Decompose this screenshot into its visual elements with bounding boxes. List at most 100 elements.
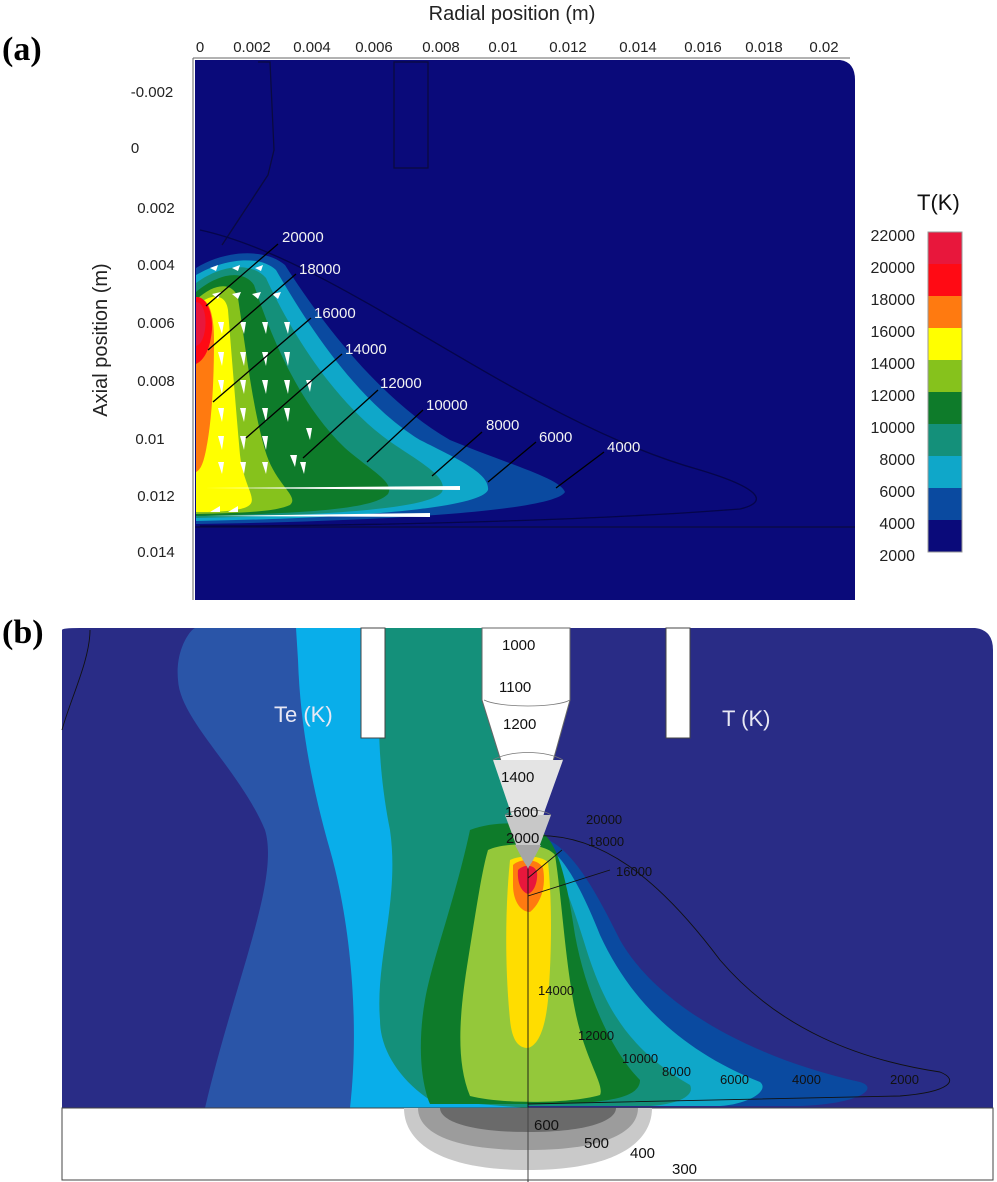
colorbar-label: 10000 xyxy=(871,420,916,437)
nozzle-wall-left xyxy=(360,627,386,739)
colorbar-swatch xyxy=(928,296,962,328)
y-tick-label: -0.002 xyxy=(131,84,174,101)
isotherm-label: 4000 xyxy=(607,439,640,456)
isotherm-label: 12000 xyxy=(578,1028,614,1043)
isotherm-label: 14000 xyxy=(538,983,574,998)
isotherm-label: 4000 xyxy=(792,1072,821,1087)
x-tick-label: 0.004 xyxy=(293,39,331,56)
panel-b: (b) xyxy=(2,614,994,1182)
isotherm-label: 6000 xyxy=(539,429,572,446)
x-tick-label: 0.008 xyxy=(422,39,460,56)
electrode-label: 1000 xyxy=(502,637,535,654)
colorbar-label: 4000 xyxy=(879,516,915,533)
isotherm-labels-b: 20000 18000 16000 14000 12000 10000 8000… xyxy=(538,812,919,1087)
colorbar-label: 20000 xyxy=(871,260,916,277)
electrode-label: 2000 xyxy=(506,830,539,847)
isotherm-label: 18000 xyxy=(299,261,341,278)
x-tick-label: 0.012 xyxy=(549,39,587,56)
electrode-label: 1200 xyxy=(503,716,536,733)
isotherm-label: 16000 xyxy=(616,864,652,879)
colorbar-label: 22000 xyxy=(871,228,916,245)
workpiece-label: 500 xyxy=(584,1135,609,1152)
contour-20000 xyxy=(196,302,206,346)
x-tick-label: 0.014 xyxy=(619,39,657,56)
colorbar-swatch xyxy=(928,360,962,392)
colorbar-swatch xyxy=(928,392,962,424)
isotherm-label: 14000 xyxy=(345,341,387,358)
colorbar-label: 8000 xyxy=(879,452,915,469)
electrode-label: 1100 xyxy=(499,679,531,696)
t-title: T (K) xyxy=(722,706,770,731)
colorbar-label: 18000 xyxy=(871,292,916,309)
t-plume-yellow xyxy=(506,856,551,1048)
axis-ticks xyxy=(192,57,850,600)
colorbar-labels: 22000 20000 18000 16000 14000 12000 10000 8000 6… xyxy=(871,228,916,565)
te-title: Te (K) xyxy=(274,702,333,727)
velocity-arrows xyxy=(205,265,460,517)
x-axis-title: Radial position (m) xyxy=(429,3,596,25)
x-tick-label: 0.002 xyxy=(233,39,271,56)
t-plume-red xyxy=(517,865,538,894)
x-tick-label: 0 xyxy=(196,39,204,56)
workpiece-label: 300 xyxy=(672,1161,697,1178)
y-tick-label: 0.008 xyxy=(137,373,175,390)
colorbar-swatch xyxy=(928,424,962,456)
y-axis-title: Axial position (m) xyxy=(90,263,112,416)
y-tick-label: 0.012 xyxy=(137,488,175,505)
x-tick-labels: 0 0.002 0.004 0.006 0.008 0.01 0.012 0.0… xyxy=(196,39,839,56)
y-tick-label: 0.014 xyxy=(137,544,175,561)
x-tick-label: 0.01 xyxy=(488,39,517,56)
x-tick-label: 0.016 xyxy=(684,39,722,56)
isotherm-label: 6000 xyxy=(720,1072,749,1087)
colorbar: T(K) 22000 20000 18000 16000 14000 12000 10000… xyxy=(871,190,963,565)
colorbar-swatches xyxy=(927,231,963,553)
isotherm-label: 20000 xyxy=(586,812,622,827)
isotherm-label: 12000 xyxy=(380,375,422,392)
colorbar-swatch xyxy=(928,264,962,296)
isotherm-label: 10000 xyxy=(622,1051,658,1066)
colorbar-swatch xyxy=(928,232,962,264)
colorbar-label: 14000 xyxy=(871,356,916,373)
isotherm-label: 20000 xyxy=(282,229,324,246)
isotherm-label: 10000 xyxy=(426,397,468,414)
isotherm-label: 8000 xyxy=(662,1064,691,1079)
colorbar-swatch xyxy=(928,488,962,520)
y-tick-label: 0.01 xyxy=(135,431,164,448)
cathode xyxy=(481,627,571,870)
nozzle-wall-right xyxy=(665,627,691,739)
workpiece-labels: 600 500 400 300 xyxy=(534,1117,697,1178)
isotherm-leaders xyxy=(205,243,605,489)
y-tick-labels: -0.002 0 0.002 0.004 0.006 0.008 0.01 0.… xyxy=(131,84,175,561)
colorbar-label: 6000 xyxy=(879,484,915,501)
temperature-field xyxy=(196,253,565,524)
isotherm-label: 16000 xyxy=(314,305,356,322)
panel-b-label: (b) xyxy=(2,614,44,651)
y-tick-label: 0.006 xyxy=(137,315,175,332)
colorbar-title: T(K) xyxy=(917,190,960,215)
y-tick-label: 0 xyxy=(131,140,139,157)
colorbar-label: 12000 xyxy=(871,388,916,405)
workpiece-label: 600 xyxy=(534,1117,559,1134)
electrode-labels: 1000 1100 1200 1400 1600 2000 xyxy=(499,637,539,847)
workpiece xyxy=(61,1107,994,1181)
colorbar-label: 16000 xyxy=(871,324,916,341)
isotherm-label: 8000 xyxy=(486,417,519,434)
x-tick-label: 0.02 xyxy=(809,39,838,56)
x-tick-label: 0.018 xyxy=(745,39,783,56)
electrode-label: 1400 xyxy=(501,769,534,786)
colorbar-label: 2000 xyxy=(879,548,915,565)
electrode-label: 1600 xyxy=(505,804,538,821)
y-tick-label: 0.004 xyxy=(137,257,175,274)
isotherm-label: 2000 xyxy=(890,1072,919,1087)
colorbar-swatch xyxy=(928,456,962,488)
isotherm-label: 18000 xyxy=(588,834,624,849)
colorbar-frame xyxy=(927,231,963,553)
torch-geometry xyxy=(195,61,855,528)
y-tick-label: 0.002 xyxy=(137,200,175,217)
t-field xyxy=(420,823,868,1106)
x-tick-label: 0.006 xyxy=(355,39,393,56)
colorbar-swatch xyxy=(928,328,962,360)
isotherm-labels-a: 20000 18000 16000 14000 12000 10000 8000… xyxy=(282,229,640,456)
workpiece-label: 400 xyxy=(630,1145,655,1162)
